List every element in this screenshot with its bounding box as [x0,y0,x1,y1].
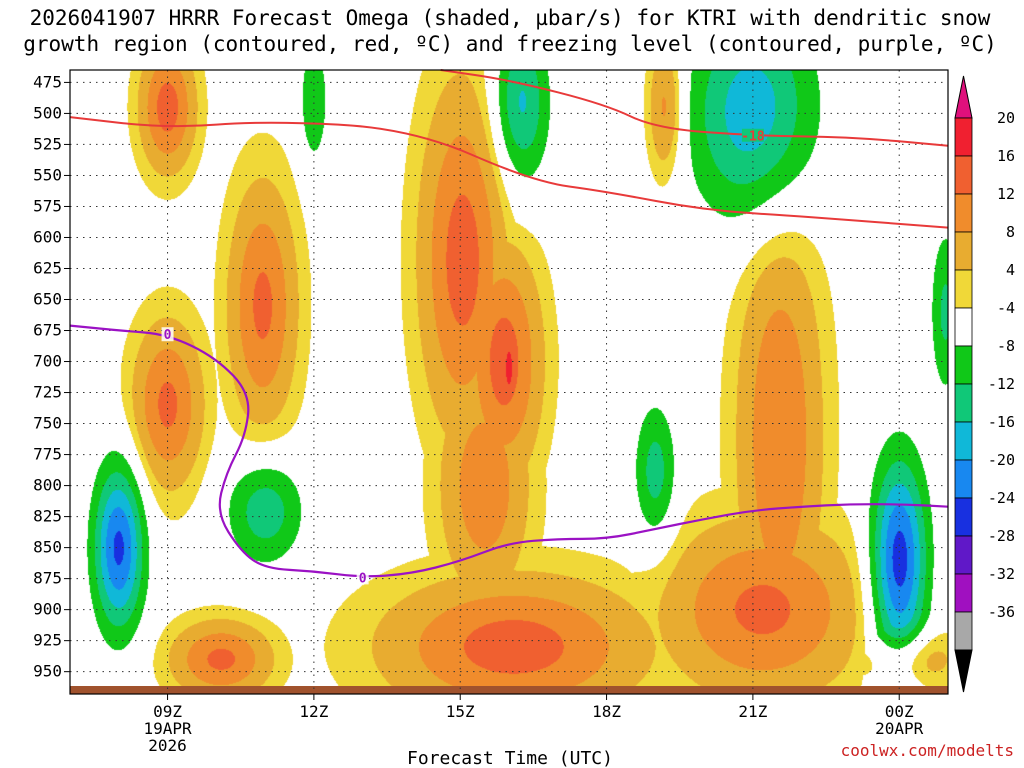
y-tick-label: 825 [33,507,62,526]
x-tick-date: 19APR [143,719,192,738]
colorbar-label: -32 [988,565,1015,583]
freezing-label-bg [356,570,369,585]
y-tick-label: 950 [33,662,62,681]
x-tick-label: 21Z [738,702,767,721]
colorbar-bottom-arrow [954,649,973,693]
freezing-label-bg [161,327,174,342]
colorbar-band [954,421,973,461]
x-axis-title: Forecast Time (UTC) [407,748,613,768]
y-tick-label: 650 [33,290,62,309]
colorbar-label: 12 [997,185,1015,203]
y-tick-label: 925 [33,631,62,650]
y-tick-label: 525 [33,134,62,153]
colorbar-band [954,535,973,575]
colorbar-label: -36 [988,603,1015,621]
y-tick-label: 550 [33,165,62,184]
x-tick-label: 09Z [153,702,182,721]
freezing-level-label: 0 [164,328,172,343]
gridlines [70,70,948,694]
x-tick-label: 15Z [446,702,475,721]
x-tick-date: 20APR [875,719,924,738]
colorbar: 20 16 12 8 4 -4 -8 -12 -16 -20 -24 -28 -32 -36 [954,75,1015,693]
y-tick-label: 775 [33,445,62,464]
colorbar-label: -12 [988,375,1015,393]
colorbar-band [954,345,973,385]
credit-text: coolwx.com/modelts [841,741,1014,760]
colorbar-label: 20 [997,109,1015,127]
colorbar-band [954,231,973,271]
y-tick-label: 850 [33,538,62,557]
colorbar-band [954,155,973,195]
chart-title-line-1: 2026041907 HRRR Forecast Omega (shaded, … [30,6,991,30]
y-tick-label: 475 [33,72,62,91]
colorbar-top-arrow [954,75,973,119]
y-tick-label: 875 [33,569,62,588]
colorbar-band [954,459,973,499]
ground-strip [70,686,948,694]
y-tick-label: 700 [33,352,62,371]
colorbar-label: 16 [997,147,1015,165]
colorbar-label: 8 [1006,223,1015,241]
y-tick-label: 500 [33,103,62,122]
x-tick-label: 12Z [299,702,328,721]
colorbar-label: -24 [988,489,1015,507]
y-tick-label: 800 [33,476,62,495]
colorbar-band [954,307,973,347]
ground-surface [70,686,948,694]
colorbar-band [954,497,973,537]
dgz-contour-line [69,116,949,229]
y-tick-label: 750 [33,414,62,433]
plot-frame [69,69,949,695]
colorbar-label: -8 [997,337,1015,355]
colorbar-label: -20 [988,451,1015,469]
y-tick-label: 575 [33,196,62,215]
colorbar-band [954,117,973,157]
y-tick-label: 725 [33,383,62,402]
y-tick-label: 600 [33,227,62,246]
y-tick-label: 675 [33,321,62,340]
omega-field-raster [70,70,948,694]
omega-shading [70,70,948,694]
x-tick-label: 18Z [592,702,621,721]
contours: -18 0 0 [69,69,949,586]
colorbar-label: -16 [988,413,1015,431]
y-tick-label: 900 [33,600,62,619]
dgz-contour-line [440,69,949,147]
dgz-label-bg [741,128,764,142]
y-axis: 475 500 525 550 575 600 625 650 675 700 725 750 775 8… [33,72,70,681]
colorbar-band [954,573,973,613]
colorbar-band [954,611,973,651]
colorbar-band [954,269,973,309]
colorbar-band [954,383,973,423]
colorbar-label: -28 [988,527,1015,545]
x-tick-label: 00Z [885,702,914,721]
x-tick-year: 2026 [148,736,187,755]
colorbar-label: 4 [1006,261,1015,279]
freezing-level-label: 0 [359,571,367,586]
colorbar-label: -4 [997,299,1015,317]
dgz-contour-label: -18 [741,130,765,145]
chart-title-line-2: growth region (contoured, red, ºC) and f… [23,32,997,56]
y-tick-label: 625 [33,258,62,277]
colorbar-band [954,193,973,233]
